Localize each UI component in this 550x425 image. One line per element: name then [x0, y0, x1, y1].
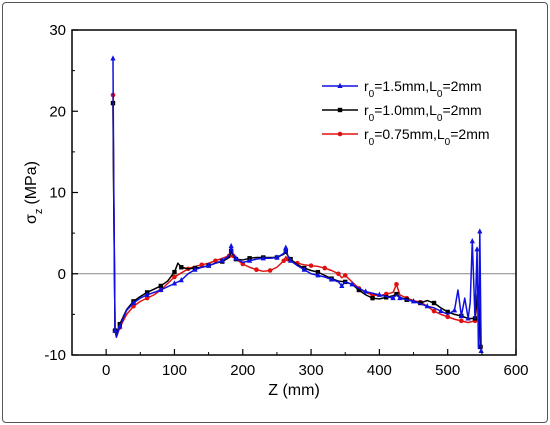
data-point: [431, 308, 437, 314]
data-point: [465, 315, 471, 321]
data-point: [172, 269, 177, 275]
x-tick-label: 0: [102, 362, 110, 379]
data-point: [144, 291, 150, 297]
data-point: [192, 266, 198, 272]
data-point: [315, 272, 321, 278]
data-point: [363, 288, 369, 294]
data-point: [478, 347, 484, 353]
data-point: [219, 257, 225, 263]
data-point: [206, 262, 212, 268]
data-point: [254, 267, 259, 272]
data-point: [308, 263, 314, 268]
data-point: [267, 268, 273, 273]
data-point: [337, 107, 343, 113]
data-point: [228, 242, 234, 249]
data-point: [213, 258, 218, 264]
data-point: [451, 307, 458, 313]
data-point: [158, 286, 164, 292]
data-point: [445, 309, 450, 315]
data-point: [390, 294, 396, 301]
legend-entry: r0=1.0mm,L0=2mm: [322, 102, 482, 124]
y-axis: -10 0 10 20 30: [44, 22, 78, 364]
x-tick-label: 600: [503, 362, 528, 379]
x-axis-label: Z (mm): [268, 382, 320, 399]
x-tick-label: 400: [367, 362, 392, 379]
data-point: [178, 277, 184, 283]
data-point: [397, 294, 403, 301]
data-point: [431, 300, 437, 306]
y-tick-label: 10: [49, 185, 66, 202]
data-point: [474, 246, 480, 252]
data-point: [477, 228, 483, 234]
x-tick-label: 500: [435, 362, 460, 379]
x-tick-label: 200: [230, 362, 255, 379]
data-point: [228, 248, 234, 254]
data-point: [458, 312, 464, 318]
y-tick-label: 20: [49, 103, 66, 120]
data-point: [394, 291, 399, 297]
data-point: [336, 271, 341, 277]
series-0: [110, 55, 484, 353]
x-tick-label: 100: [162, 362, 187, 379]
data-point: [287, 257, 294, 263]
data-point: [171, 280, 178, 286]
series-layer: [110, 55, 484, 353]
data-point: [179, 265, 184, 270]
data-point: [322, 265, 328, 271]
legend: r0=1.5mm,L0=2mmr0=1.0mm,L0=2mmr0=0.75mm,…: [322, 78, 490, 148]
y-tick-label: 30: [49, 22, 66, 39]
data-point: [445, 314, 450, 320]
legend-entry: r0=0.75mm,L0=2mm: [322, 126, 490, 148]
data-point: [337, 131, 343, 137]
data-point: [315, 269, 321, 275]
data-point: [158, 283, 163, 289]
data-point: [233, 255, 239, 261]
data-point: [112, 327, 118, 333]
data-point: [459, 318, 464, 324]
data-point: [328, 276, 335, 282]
x-tick-label: 300: [299, 362, 324, 379]
data-point: [199, 262, 205, 268]
data-point: [410, 298, 417, 304]
x-axis: 0 100 200 300 400 500 600: [71, 349, 529, 379]
data-point: [117, 323, 123, 329]
data-point: [424, 303, 430, 309]
y-axis-label: σz(MPa): [23, 161, 45, 224]
data-point: [283, 249, 289, 255]
legend-label: r0=1.0mm,L0=2mm: [364, 102, 482, 124]
data-point: [283, 244, 289, 250]
data-point: [356, 287, 362, 293]
data-point: [172, 274, 177, 280]
data-point: [144, 295, 150, 301]
data-point: [301, 266, 307, 272]
data-point: [376, 291, 382, 297]
data-point: [110, 55, 116, 61]
data-point: [130, 299, 137, 305]
data-point: [337, 82, 343, 88]
data-point: [370, 295, 375, 301]
data-point: [349, 281, 355, 287]
data-point: [247, 257, 253, 263]
data-point: [342, 273, 348, 278]
legend-label: r0=0.75mm,L0=2mm: [364, 126, 490, 148]
y-tick-label: -10: [44, 347, 66, 364]
data-point: [438, 307, 444, 314]
data-point: [469, 238, 475, 244]
data-point: [394, 282, 399, 287]
data-point: [274, 254, 280, 260]
data-point: [339, 282, 345, 288]
data-point: [281, 258, 287, 264]
legend-entry: r0=1.5mm,L0=2mm: [322, 78, 482, 100]
data-point: [384, 295, 389, 300]
y-tick-label: 0: [58, 266, 66, 283]
legend-label: r0=1.5mm,L0=2mm: [364, 78, 482, 100]
data-point: [418, 300, 423, 306]
data-point: [260, 255, 266, 261]
